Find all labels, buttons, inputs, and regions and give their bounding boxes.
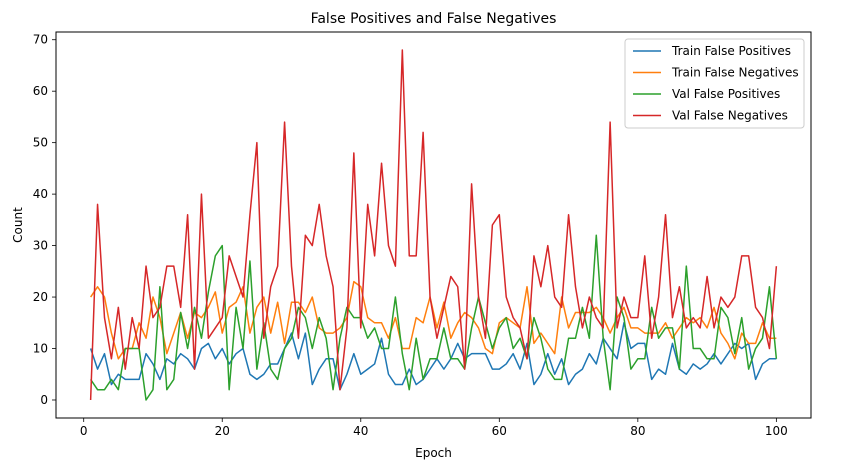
y-tick-label: 60 [33, 84, 48, 98]
y-axis-label: Count [11, 207, 25, 243]
x-tick-label: 80 [630, 424, 645, 438]
x-tick-label: 100 [765, 424, 788, 438]
y-tick-label: 40 [33, 187, 48, 201]
y-tick-label: 0 [40, 393, 48, 407]
y-tick-label: 20 [33, 290, 48, 304]
x-axis: 0 20 40 60 80 100 [80, 418, 788, 438]
x-tick-label: 60 [492, 424, 507, 438]
legend-label: Train False Positives [671, 44, 791, 58]
series-line-4 [89, 49, 778, 401]
plot-lines [89, 49, 778, 401]
x-tick-label: 20 [215, 424, 230, 438]
y-tick-label: 70 [33, 33, 48, 47]
series-line-3 [90, 234, 778, 401]
y-tick-label: 50 [33, 136, 48, 150]
legend-box [624, 38, 805, 129]
y-tick-label: 30 [33, 239, 48, 253]
x-tick-label: 40 [353, 424, 368, 438]
legend-label: Val False Positives [672, 87, 780, 101]
y-tick-label: 10 [33, 342, 48, 356]
legend-label: Val False Negatives [672, 109, 788, 123]
legend-label: Train False Negatives [671, 66, 799, 80]
series-line-1 [89, 322, 777, 391]
y-axis: 0 10 20 30 40 50 60 70 [33, 33, 56, 407]
chart-title: False Positives and False Negatives [311, 11, 557, 27]
x-tick-label: 0 [80, 424, 88, 438]
legend: Train False Positives Train False Negativ… [624, 38, 805, 129]
plot-frame [55, 31, 812, 419]
x-axis-label: Epoch [415, 446, 452, 460]
